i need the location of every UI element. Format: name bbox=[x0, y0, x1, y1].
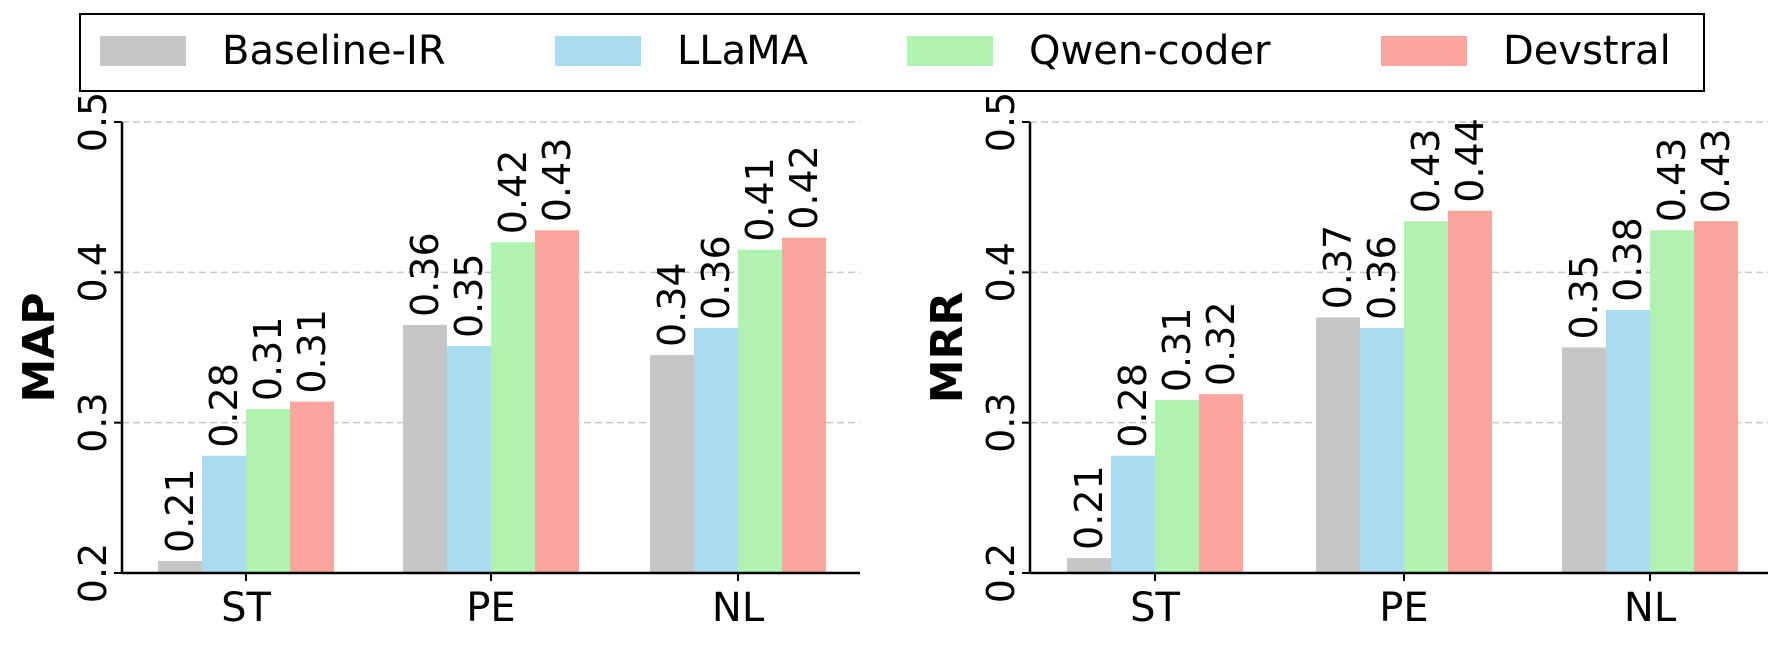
data-label: 0.36 bbox=[403, 232, 447, 317]
legend-swatch-qwen-coder bbox=[907, 36, 993, 66]
legend-label-devstral: Devstral bbox=[1503, 28, 1671, 74]
data-label: 0.28 bbox=[1111, 363, 1155, 448]
y-axis-title: MAP bbox=[14, 292, 65, 402]
legend-label-baseline-ir: Baseline-IR bbox=[222, 28, 446, 74]
y-tick-label: 0.3 bbox=[71, 392, 115, 452]
data-label: 0.21 bbox=[158, 468, 202, 553]
data-label: 0.21 bbox=[1067, 465, 1111, 550]
bar-devstral-nl bbox=[1694, 221, 1738, 573]
data-label: 0.43 bbox=[535, 138, 579, 223]
data-label: 0.43 bbox=[1404, 129, 1448, 214]
data-label: 0.32 bbox=[1199, 301, 1243, 386]
bar-qwen-coder-nl bbox=[1650, 230, 1694, 574]
data-label: 0.28 bbox=[202, 363, 246, 448]
data-label: 0.42 bbox=[782, 145, 826, 230]
data-label: 0.38 bbox=[1606, 217, 1650, 302]
data-label: 0.36 bbox=[694, 235, 738, 320]
bar-baseline-ir-nl bbox=[650, 355, 694, 573]
bar-baseline-ir-st bbox=[158, 560, 202, 573]
data-label: 0.36 bbox=[1360, 235, 1404, 320]
legend-label-qwen-coder: Qwen-coder bbox=[1029, 28, 1271, 74]
bar-llama-pe bbox=[447, 345, 491, 573]
bar-llama-nl bbox=[1606, 309, 1650, 573]
y-tick-label: 0.3 bbox=[979, 392, 1023, 452]
data-label: 0.44 bbox=[1448, 118, 1492, 203]
data-label: 0.31 bbox=[246, 317, 290, 402]
y-tick-label: 0.2 bbox=[71, 543, 115, 603]
data-label: 0.41 bbox=[738, 157, 782, 242]
y-tick-label: 0.5 bbox=[71, 92, 115, 152]
legend-swatch-baseline-ir bbox=[100, 36, 186, 66]
bar-qwen-coder-st bbox=[1155, 400, 1199, 573]
x-tick-label-st: ST bbox=[221, 585, 271, 631]
data-label: 0.31 bbox=[1155, 308, 1199, 393]
legend-swatch-llama bbox=[555, 36, 641, 66]
y-tick-label: 0.5 bbox=[979, 92, 1023, 152]
y-tick-label: 0.4 bbox=[979, 242, 1023, 302]
bar-llama-nl bbox=[694, 327, 738, 573]
x-tick-label-nl: NL bbox=[1624, 585, 1677, 631]
bar-devstral-pe bbox=[1448, 210, 1492, 574]
bar-qwen-coder-st bbox=[246, 409, 290, 573]
bar-devstral-st bbox=[290, 401, 334, 573]
data-label: 0.35 bbox=[447, 253, 491, 338]
x-tick-label-pe: PE bbox=[466, 585, 515, 631]
bar-baseline-ir-pe bbox=[403, 324, 447, 573]
data-label: 0.34 bbox=[650, 262, 694, 347]
legend-swatch-devstral bbox=[1381, 36, 1467, 66]
bar-qwen-coder-nl bbox=[738, 249, 782, 574]
y-axis-title: MRR bbox=[922, 292, 973, 404]
y-tick-label: 0.4 bbox=[71, 242, 115, 302]
bar-devstral-st bbox=[1199, 394, 1243, 573]
x-tick-label-nl: NL bbox=[712, 585, 765, 631]
data-label: 0.42 bbox=[491, 150, 535, 235]
bar-baseline-ir-pe bbox=[1316, 317, 1360, 573]
bar-baseline-ir-st bbox=[1067, 557, 1111, 573]
legend: Baseline-IR LLaMA Qwen-coder Devstral bbox=[79, 13, 1705, 92]
y-tick-label: 0.2 bbox=[979, 543, 1023, 603]
data-label: 0.37 bbox=[1316, 225, 1360, 310]
x-tick-label-st: ST bbox=[1130, 585, 1180, 631]
bar-baseline-ir-nl bbox=[1562, 347, 1606, 573]
mrr-panel: 0.210.37 0.350.280.36 0.380.310.43 0.430.32… bbox=[922, 92, 1768, 631]
data-label: 0.43 bbox=[1694, 129, 1738, 214]
data-label: 0.43 bbox=[1650, 138, 1694, 223]
bar-qwen-coder-pe bbox=[491, 242, 535, 573]
bar-devstral-nl bbox=[782, 237, 826, 574]
bar-llama-st bbox=[1111, 455, 1155, 573]
data-label: 0.31 bbox=[290, 309, 334, 394]
bar-llama-pe bbox=[1360, 327, 1404, 573]
map-panel: 0.210.36 0.340.280.35 0.360.310.42 0.410.31… bbox=[14, 92, 860, 631]
bar-qwen-coder-pe bbox=[1404, 221, 1448, 573]
bar-llama-st bbox=[202, 455, 246, 573]
legend-label-llama: LLaMA bbox=[677, 28, 809, 74]
bar-devstral-pe bbox=[535, 230, 579, 574]
data-label: 0.35 bbox=[1562, 255, 1606, 340]
x-tick-label-pe: PE bbox=[1379, 585, 1428, 631]
